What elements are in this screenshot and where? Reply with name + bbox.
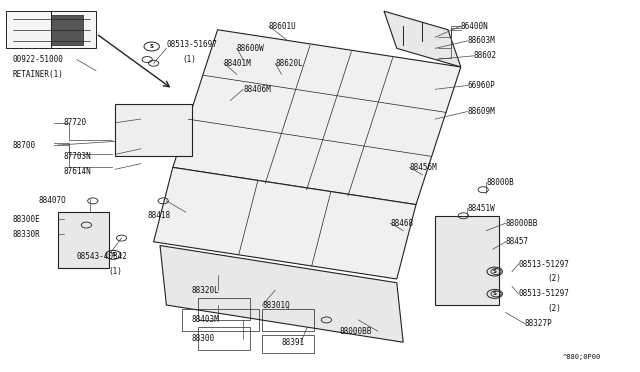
Text: 86400N: 86400N	[461, 22, 488, 31]
Text: (2): (2)	[547, 304, 561, 313]
Text: 08513-51297: 08513-51297	[518, 260, 569, 269]
Text: 88320L: 88320L	[192, 286, 220, 295]
Text: 88456M: 88456M	[410, 163, 437, 172]
Polygon shape	[173, 30, 461, 205]
Text: 87703N: 87703N	[64, 152, 92, 161]
Text: (1): (1)	[109, 267, 123, 276]
Polygon shape	[384, 11, 461, 67]
Text: 88000BB: 88000BB	[339, 327, 372, 336]
Polygon shape	[115, 104, 192, 156]
Text: 88403M: 88403M	[192, 315, 220, 324]
Text: 88620L: 88620L	[275, 59, 303, 68]
Text: S: S	[493, 291, 497, 296]
Text: 87720: 87720	[64, 118, 87, 127]
Text: RETAINER(1): RETAINER(1)	[13, 70, 63, 79]
Text: 88603M: 88603M	[467, 36, 495, 45]
Text: 88301Q: 88301Q	[262, 301, 290, 310]
Text: 66960P: 66960P	[467, 81, 495, 90]
Text: 00922-51000: 00922-51000	[13, 55, 63, 64]
Text: 88406M: 88406M	[243, 85, 271, 94]
Text: 08543-40842: 08543-40842	[77, 252, 127, 261]
Text: 88000BB: 88000BB	[506, 219, 538, 228]
Text: 88609M: 88609M	[467, 107, 495, 116]
Polygon shape	[160, 246, 403, 342]
Text: (1): (1)	[182, 55, 196, 64]
Text: 88407O: 88407O	[38, 196, 66, 205]
Text: 88601U: 88601U	[269, 22, 296, 31]
Polygon shape	[58, 212, 109, 268]
Text: 88000B: 88000B	[486, 178, 514, 187]
Text: 88330R: 88330R	[13, 230, 40, 239]
Text: (2): (2)	[547, 275, 561, 283]
Polygon shape	[6, 11, 96, 48]
Text: 08513-51697: 08513-51697	[166, 40, 217, 49]
Polygon shape	[435, 216, 499, 305]
Text: 88300: 88300	[192, 334, 215, 343]
Text: 88602: 88602	[474, 51, 497, 60]
Text: 88418: 88418	[147, 211, 170, 220]
Text: ^880;0P00: ^880;0P00	[563, 354, 602, 360]
Text: 87614N: 87614N	[64, 167, 92, 176]
Text: 88700: 88700	[13, 141, 36, 150]
Text: S: S	[150, 44, 154, 49]
Polygon shape	[154, 167, 416, 279]
Text: 88457: 88457	[506, 237, 529, 246]
Text: 08513-51297: 08513-51297	[518, 289, 569, 298]
Text: 88451W: 88451W	[467, 204, 495, 213]
Text: 88600W: 88600W	[237, 44, 264, 53]
Text: 88327P: 88327P	[525, 319, 552, 328]
Text: 88468: 88468	[390, 219, 413, 228]
Text: S: S	[111, 252, 115, 257]
Text: S: S	[493, 269, 497, 274]
Text: 88391: 88391	[282, 338, 305, 347]
Polygon shape	[51, 15, 83, 45]
Text: 88401M: 88401M	[224, 59, 252, 68]
Text: 88300E: 88300E	[13, 215, 40, 224]
